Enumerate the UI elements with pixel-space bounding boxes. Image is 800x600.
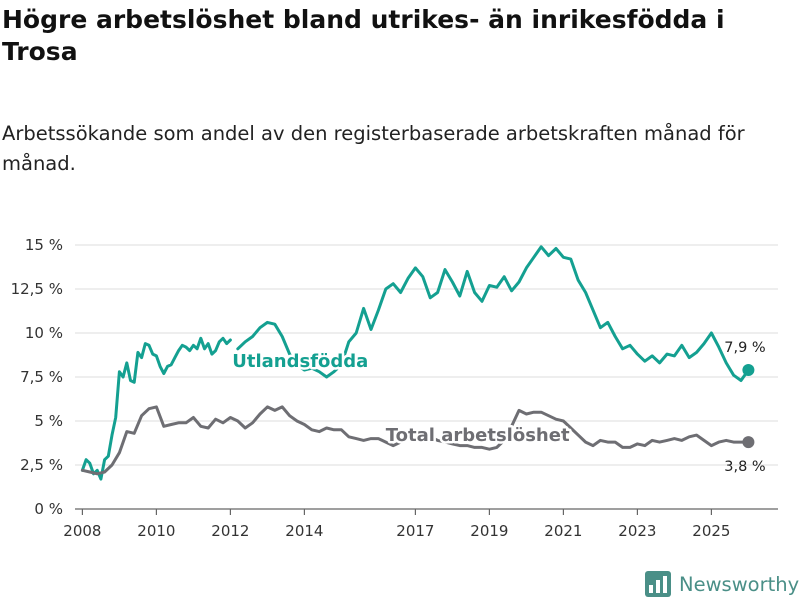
- chart-title: Högre arbetslöshet bland utrikes- än inr…: [2, 5, 725, 66]
- end-label-total: 3,8 %: [724, 459, 765, 475]
- y-axis-ticks: 0 % 2,5 % 5 % 7,5 % 10 % 12,5 % 15 %: [11, 236, 63, 518]
- end-point-total: [742, 436, 755, 449]
- y-tick-label: 2,5 %: [20, 456, 63, 474]
- x-tick-label: 2014: [285, 522, 323, 540]
- x-tick-label: 2012: [211, 522, 249, 540]
- end-point-utlandsfodda: [742, 363, 755, 376]
- series-line-utlandsfodda: [80, 245, 750, 481]
- x-tick-label: 2017: [396, 522, 434, 540]
- newsworthy-brand: Newsworthy: [645, 570, 799, 598]
- series-label-utlandsfodda: Utlandsfödda: [232, 351, 368, 372]
- series-label-total: Total arbetslöshet: [386, 425, 570, 446]
- series-label-halo: Utlandsfödda: [232, 351, 368, 372]
- x-tick-label: 2010: [137, 522, 175, 540]
- x-tick-label: 2008: [63, 522, 101, 540]
- bar-chart-logo-icon: [645, 571, 671, 597]
- x-tick-label: 2019: [470, 522, 508, 540]
- end-label-utlandsfodda: 7,9 %: [724, 340, 765, 356]
- y-tick-label: 15 %: [25, 236, 63, 254]
- x-tick-label: 2021: [544, 522, 582, 540]
- y-tick-label: 5 %: [34, 412, 63, 430]
- series-lines: [80, 245, 755, 481]
- y-tick-label: 7,5 %: [20, 368, 63, 386]
- x-axis-ticks: 2008 2010 2012 2014 2017 2019 2021 2023 2025: [63, 509, 730, 540]
- y-tick-label: 12,5 %: [11, 280, 63, 298]
- series-label-halo: Total arbetslöshet: [386, 425, 570, 446]
- y-tick-label: 10 %: [25, 324, 63, 342]
- brand-name: Newsworthy: [679, 572, 800, 596]
- x-tick-label: 2023: [618, 522, 656, 540]
- y-tick-label: 0 %: [34, 500, 63, 518]
- x-tick-label: 2025: [692, 522, 730, 540]
- chart-subtitle: Arbetssökande som andel av den registerb…: [2, 122, 745, 175]
- series-line-total: [80, 405, 750, 476]
